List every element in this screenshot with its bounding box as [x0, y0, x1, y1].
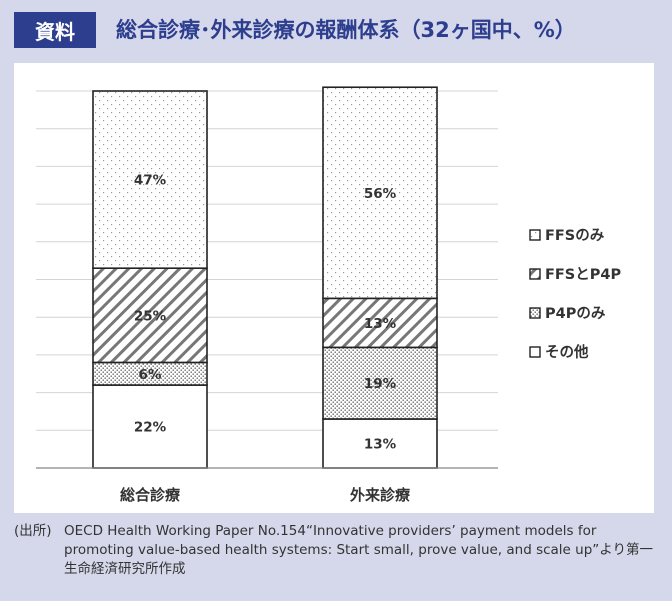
x-tick-label: 総合診療: [120, 486, 181, 504]
legend-label: FFSとP4P: [545, 266, 621, 283]
legend-label: FFSのみ: [545, 228, 605, 244]
bar-segment: [322, 297, 438, 349]
stacked-bar-chart: 22%6%25%47%13%19%13%56% 総合診療 外来診療 FFSのみFF…: [36, 86, 621, 504]
legend-swatch: [529, 268, 541, 280]
bar-segment: [322, 346, 438, 420]
bar-segment: [92, 90, 208, 269]
legend-label: P4Pのみ: [545, 306, 606, 322]
bar-segment: [92, 267, 208, 364]
legend-swatch: [529, 229, 541, 241]
data-label: 25%: [134, 308, 167, 324]
x-tick-label: 外来診療: [349, 486, 411, 504]
data-label: 47%: [134, 173, 167, 189]
data-label: 19%: [364, 376, 397, 392]
data-labels: 22% 6% 25% 47% 13% 19% 13% 56%: [134, 173, 397, 453]
bars: [92, 86, 438, 469]
data-label: 22%: [134, 420, 167, 436]
header: 資料 総合診療･外来診療の報酬体系（32ヶ国中、%）: [14, 8, 664, 52]
legend-swatch: [529, 307, 541, 319]
source-text: OECD Health Working Paper No.154“Innovat…: [64, 523, 653, 577]
bar-segment: [322, 86, 438, 300]
data-label: 13%: [364, 436, 397, 452]
data-label: 56%: [364, 186, 397, 202]
data-label: 6%: [139, 367, 162, 383]
legend-label: その他: [545, 343, 589, 361]
section-tag: 資料: [14, 12, 96, 48]
chart-panel: 22% 6% 25% 47% 13% 19% 13% 56% 総合診療 外来診療 FFSのみ FF…: [14, 63, 654, 513]
data-label: 13%: [364, 316, 397, 332]
x-axis: 総合診療 外来診療: [36, 467, 498, 504]
legend-swatch: [529, 346, 541, 358]
chart-title: 総合診療･外来診療の報酬体系（32ヶ国中、%）: [116, 18, 576, 42]
source-prefix: (出所): [14, 523, 52, 539]
